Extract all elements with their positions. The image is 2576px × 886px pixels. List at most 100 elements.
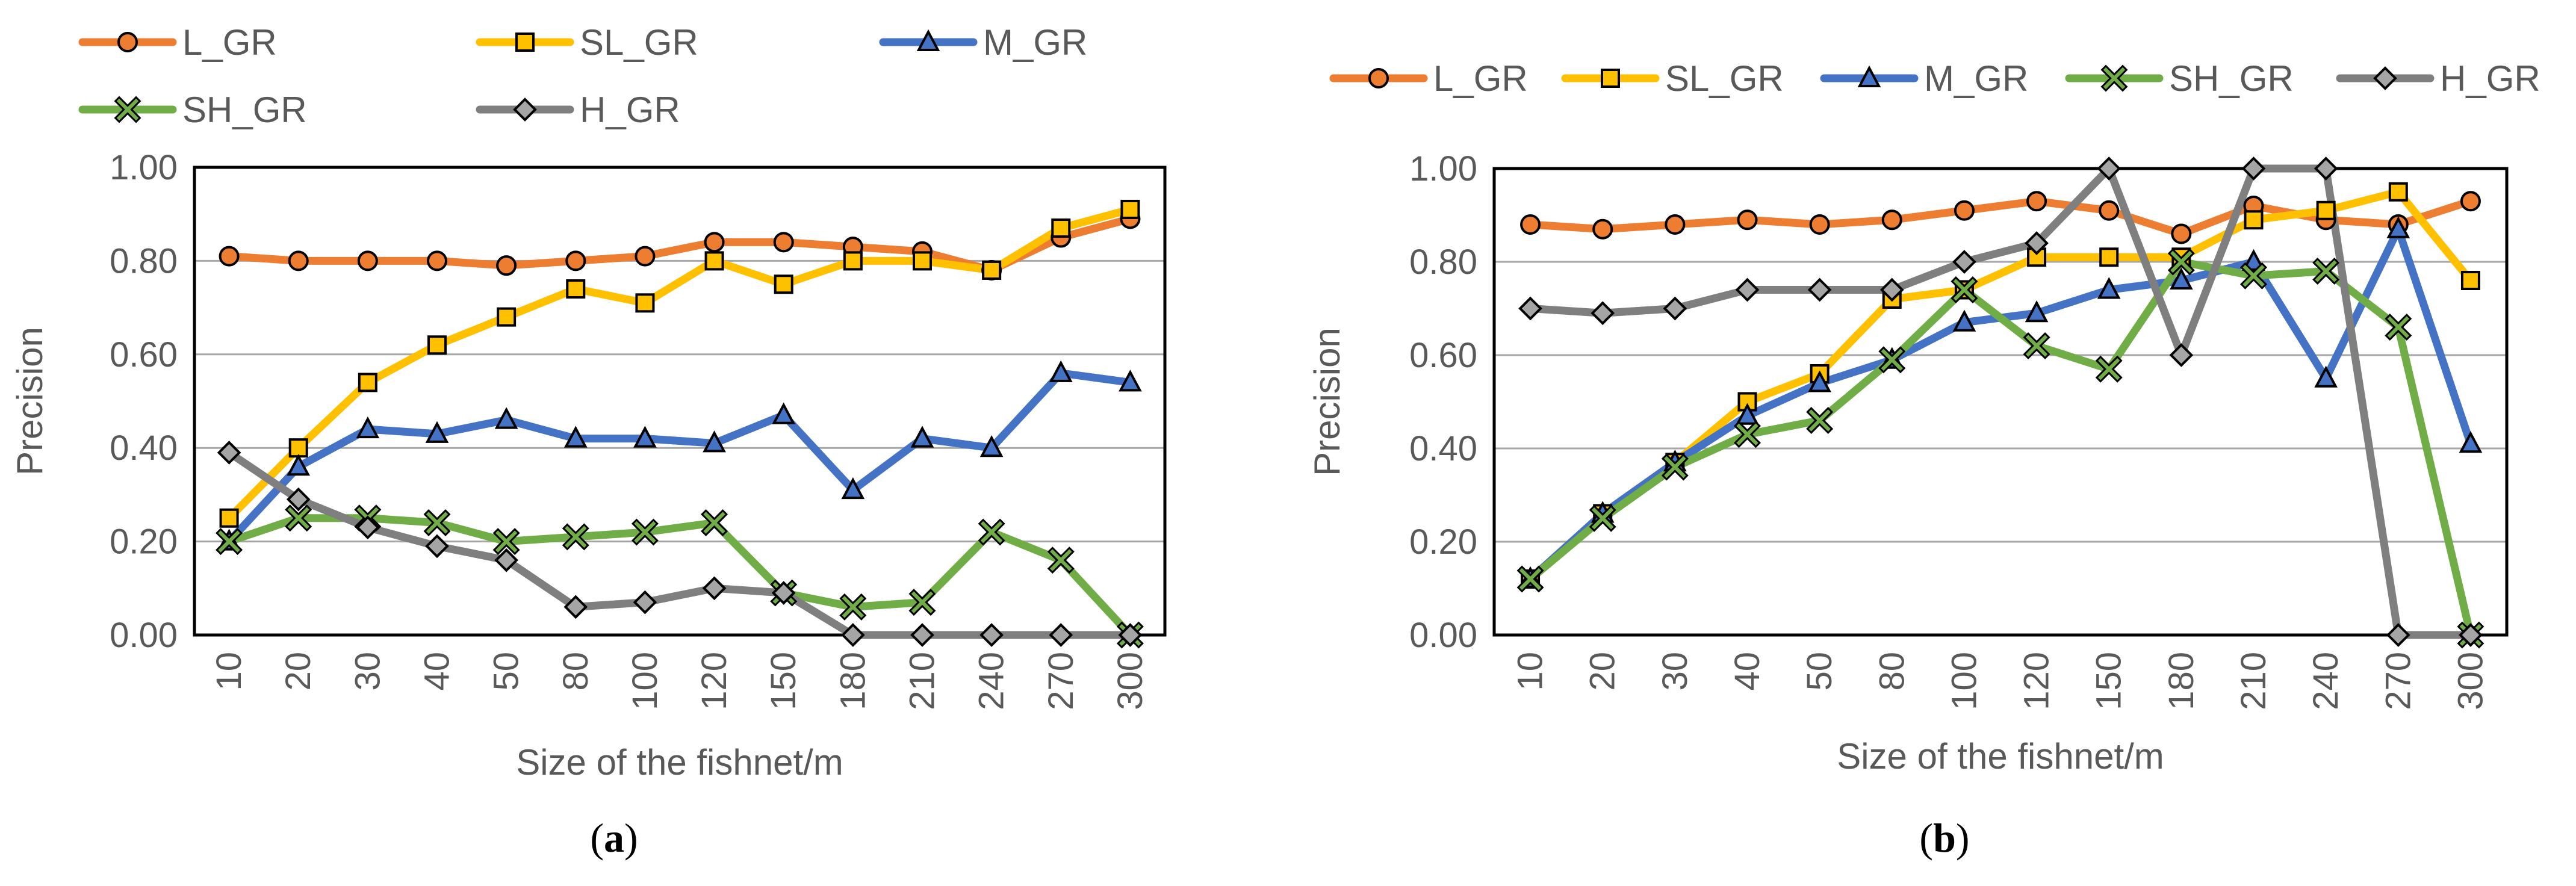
- data-point-L_GR: [496, 255, 517, 276]
- data-point-H_GR: [1663, 296, 1687, 321]
- data-point-H_GR: [1591, 301, 1615, 326]
- series-line-H_GR: [1526, 164, 2475, 639]
- data-point-L_GR: [2460, 191, 2481, 212]
- data-point-SL_GR: [2460, 271, 2480, 290]
- y-axis-title: Precision: [1307, 327, 1347, 476]
- data-point-H_GR: [2097, 156, 2121, 181]
- data-point-SH_GR: [423, 509, 451, 537]
- legend-marker-SH_GR: [114, 96, 141, 123]
- data-point-M_GR: [1808, 370, 1831, 392]
- data-point-H_GR: [1952, 250, 1976, 274]
- data-point-M_GR: [2314, 365, 2338, 388]
- data-point-L_GR: [635, 246, 656, 267]
- series-line-L_GR: [1526, 197, 2475, 238]
- caption-b-letter: b: [1933, 815, 1956, 861]
- data-point-M_GR: [1049, 360, 1073, 382]
- series-line-SH_GR: [225, 514, 1134, 639]
- series-line-SH_GR: [1526, 258, 2475, 639]
- x-tick-label: 150: [764, 652, 803, 710]
- x-axis-title: Size of the fishnet/m: [516, 742, 843, 782]
- data-point-SH_GR: [1661, 453, 1689, 481]
- y-tick-label: 0.00: [1409, 616, 1477, 655]
- data-point-M_GR: [1952, 309, 1976, 332]
- plot-frame: [1492, 167, 2509, 637]
- data-point-M_GR: [979, 435, 1004, 457]
- data-point-SH_GR: [701, 509, 728, 537]
- legend-marker-H_GR: [513, 98, 537, 122]
- x-tick-label: 120: [695, 652, 734, 710]
- x-tick-label: 10: [209, 652, 249, 691]
- data-point-H_GR: [2241, 156, 2266, 181]
- y-axis-title: Precision: [10, 327, 50, 476]
- data-point-H_GR: [910, 623, 934, 647]
- x-tick-label: 150: [2090, 652, 2129, 710]
- data-point-L_GR: [1954, 200, 1975, 221]
- y-tick-label: 0.80: [1409, 243, 1477, 282]
- data-point-H_GR: [979, 623, 1004, 647]
- data-point-L_GR: [704, 232, 725, 253]
- data-point-SL_GR: [2244, 210, 2264, 230]
- x-tick-label: 20: [279, 652, 318, 691]
- x-tick-label: 180: [833, 652, 872, 710]
- data-point-H_GR: [1049, 623, 1073, 647]
- data-point-SL_GR: [2388, 182, 2408, 202]
- data-point-SL_GR: [1051, 218, 1071, 238]
- legend-label-SH_GR: SH_GR: [2169, 58, 2294, 99]
- data-point-H_GR: [2169, 343, 2194, 367]
- legend-label-M_GR: M_GR: [983, 22, 1087, 63]
- data-point-SH_GR: [2385, 314, 2412, 341]
- x-tick-label: 30: [1656, 652, 1695, 691]
- data-point-M_GR: [633, 426, 657, 448]
- data-point-SL_GR: [704, 251, 724, 271]
- chart-a: 0.00 0.20 0.40 0.60 0.80 1.00 10 20 30 40 50 80 100 1…: [10, 22, 1167, 782]
- y-tick-label: 0.60: [1409, 336, 1477, 375]
- y-tick-label: 0.80: [110, 241, 178, 280]
- data-point-SH_GR: [2023, 332, 2050, 359]
- data-point-H_GR: [702, 576, 727, 601]
- data-point-SH_GR: [1878, 346, 1906, 374]
- data-point-H_GR: [1879, 277, 1904, 302]
- x-tick-label: 270: [1041, 652, 1081, 710]
- legend-marker-M_GR: [916, 29, 940, 51]
- x-tick-label: 120: [2017, 652, 2056, 710]
- data-point-H_GR: [286, 487, 311, 512]
- y-tick-label: 0.20: [1409, 522, 1477, 562]
- data-point-L_GR: [1809, 214, 1830, 235]
- data-point-SL_GR: [358, 373, 377, 392]
- data-point-L_GR: [565, 250, 586, 271]
- series-line-M_GR: [225, 369, 1134, 546]
- series-line-H_GR: [225, 448, 1134, 639]
- plot-frame: [193, 166, 1167, 637]
- data-point-SL_GR: [982, 260, 1002, 280]
- x-tick-label: 210: [903, 652, 942, 710]
- data-point-SH_GR: [1951, 276, 1978, 303]
- data-point-SH_GR: [839, 593, 867, 621]
- data-point-SH_GR: [216, 528, 243, 556]
- data-point-SH_GR: [1516, 565, 1544, 593]
- data-point-H_GR: [771, 581, 796, 605]
- legend-label-L_GR: L_GR: [182, 22, 277, 63]
- chart-b: 0.00 0.20 0.40 0.60 0.80 1.00 10 20 30 40 50 80 100 1…: [1307, 58, 2540, 776]
- data-point-L_GR: [288, 250, 309, 271]
- data-point-SL_GR: [497, 307, 517, 327]
- data-point-L_GR: [2026, 191, 2047, 212]
- data-point-M_GR: [2386, 216, 2410, 238]
- x-tick-label: 100: [625, 652, 665, 710]
- data-point-SL_GR: [774, 274, 793, 294]
- data-point-M_GR: [1119, 370, 1142, 392]
- data-point-H_GR: [494, 548, 518, 572]
- data-point-SL_GR: [2316, 200, 2336, 220]
- legend-marker-SH_GR: [2100, 64, 2128, 92]
- legend-marker-M_GR: [1857, 65, 1881, 87]
- y-tick-label: 0.40: [110, 429, 178, 468]
- caption-a-letter: a: [604, 815, 624, 861]
- data-point-M_GR: [287, 454, 311, 476]
- data-point-L_GR: [1665, 214, 1686, 235]
- data-point-SL_GR: [1120, 199, 1140, 219]
- data-point-M_GR: [841, 477, 865, 500]
- series-line-M_GR: [1526, 225, 2475, 583]
- x-tick-label: 300: [2451, 652, 2490, 710]
- x-tick-label: 80: [556, 652, 595, 691]
- x-tick-label: 240: [2306, 652, 2345, 710]
- data-point-SL_GR: [913, 251, 932, 271]
